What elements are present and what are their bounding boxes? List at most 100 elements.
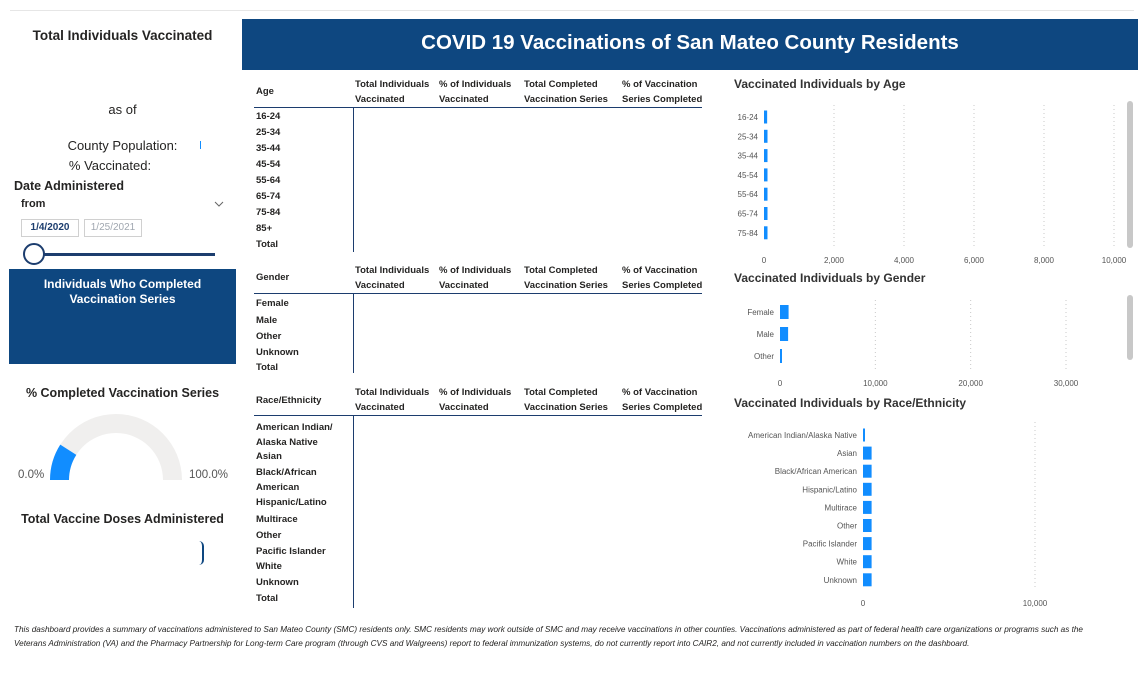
race-row-label: Other — [256, 530, 282, 541]
footer-note: This dashboard provides a summary of vac… — [14, 623, 1138, 650]
x-tick-label: 6,000 — [964, 256, 985, 265]
age-row-label: 55-64 — [256, 175, 281, 186]
x-tick-label: 4,000 — [894, 256, 915, 265]
category-label: Multirace — [825, 503, 858, 512]
bar[interactable] — [764, 129, 768, 143]
age-chart-title: Vaccinated Individuals by Age — [734, 77, 906, 91]
gender-col-total-completed: Total Completed Vaccination Series — [524, 265, 608, 291]
category-label: Male — [757, 330, 775, 339]
page-title: COVID 19 Vaccinations of San Mateo Count… — [242, 19, 1138, 70]
category-label: Unknown — [824, 576, 857, 585]
category-label: 16-24 — [738, 113, 759, 122]
age-row-label: 45-54 — [256, 159, 281, 170]
county-population-label: County Population: — [67, 138, 178, 153]
bar[interactable] — [863, 519, 872, 532]
age-row-label: 85+ — [256, 223, 273, 234]
total-vaccinated-title: Total Individuals Vaccinated — [32, 28, 213, 43]
percent-completed-title: % Completed Vaccination Series — [25, 386, 220, 400]
bar[interactable] — [764, 110, 768, 124]
age-table-divider — [353, 107, 354, 252]
x-tick-label: 20,000 — [958, 379, 983, 388]
bar[interactable] — [780, 305, 789, 319]
category-label: Black/African American — [775, 467, 857, 476]
race-row-label: Total — [256, 593, 278, 604]
gender-table-rule — [254, 293, 702, 294]
age-row-label: 16-24 — [256, 111, 281, 122]
race-bar-chart: 0 10,000 American Indian/Alaska Native Asia… — [748, 422, 1048, 608]
gender-col-pct-completed: % of Vaccination Series Completed — [622, 265, 703, 291]
bar[interactable] — [764, 149, 768, 163]
category-label: 35-44 — [738, 152, 759, 161]
age-col-pct-completed: % of Vaccination Series Completed — [622, 79, 703, 105]
bar[interactable] — [764, 226, 768, 240]
gauge-min-label: 0.0% — [18, 469, 45, 481]
race-row-label: Pacific Islander — [256, 546, 326, 557]
bar[interactable] — [780, 327, 789, 341]
date-slider-track[interactable] — [34, 253, 215, 256]
race-row-label: Black/African American — [256, 467, 317, 493]
gauge-max-label: 100.0% — [189, 469, 229, 481]
bar[interactable] — [764, 187, 768, 201]
completed-series-card: Individuals Who Completed Vaccination Se… — [9, 269, 236, 364]
race-col-pct-individuals: % of Individuals Vaccinated — [439, 387, 512, 413]
category-label: 25-34 — [738, 132, 759, 141]
gauge-background — [50, 414, 182, 480]
gender-chart-title: Vaccinated Individuals by Gender — [734, 271, 926, 285]
date-slicer-title: Date Administered — [14, 179, 124, 193]
race-table-divider — [353, 415, 354, 608]
bar[interactable] — [863, 482, 872, 496]
bar[interactable] — [863, 555, 872, 569]
category-label: White — [837, 558, 858, 567]
date-slicer-mode[interactable]: from — [21, 198, 46, 210]
gender-chart-scrollbar[interactable] — [1127, 295, 1133, 360]
as-of-label: as of — [108, 102, 137, 117]
gender-row-label: Unknown — [256, 347, 299, 358]
race-table-header: Race/Ethnicity — [256, 395, 322, 406]
race-row-label: American Indian/ Alaska Native — [256, 422, 333, 448]
gender-row-label: Other — [256, 331, 282, 342]
race-table-rule — [254, 415, 702, 416]
start-date-input[interactable]: 1/4/2020 — [21, 219, 79, 237]
gender-table-divider — [353, 293, 354, 373]
gender-col-total-individuals: Total Individuals Vaccinated — [355, 265, 430, 291]
category-label: Hispanic/Latino — [802, 485, 857, 494]
gender-row-label: Male — [256, 315, 278, 326]
completed-series-title: Individuals Who Completed Vaccination Se… — [43, 277, 202, 306]
race-col-total-completed: Total Completed Vaccination Series — [524, 387, 608, 413]
bar[interactable] — [863, 573, 872, 587]
gender-table-header: Gender — [256, 272, 290, 283]
date-slider-handle[interactable] — [23, 243, 45, 265]
race-row-label: White — [256, 561, 282, 572]
x-tick-label: 2,000 — [824, 256, 845, 265]
category-label: Female — [747, 308, 774, 317]
race-row-label: Hispanic/Latino — [256, 497, 327, 508]
age-table-header: Age — [256, 86, 274, 97]
total-doses-title: Total Vaccine Doses Administered — [21, 512, 224, 526]
race-chart-title: Vaccinated Individuals by Race/Ethnicity — [734, 396, 967, 410]
bar[interactable] — [863, 464, 872, 478]
category-label: Pacific Islander — [803, 540, 858, 549]
footer-line-1: This dashboard provides a summary of vac… — [14, 625, 1083, 634]
age-chart-scrollbar[interactable] — [1127, 101, 1133, 248]
gender-bar-chart: 0 10,000 20,000 30,000 Female Male Other — [747, 300, 1079, 388]
top-divider — [10, 10, 1134, 11]
category-label: 75-84 — [738, 229, 759, 238]
bar[interactable] — [863, 500, 872, 514]
gender-row-label: Female — [256, 298, 289, 309]
x-tick-label: 10,000 — [1102, 256, 1127, 265]
age-bar-chart: 0 2,000 4,000 6,000 8,000 10,000 16-24 25-34 35-… — [738, 105, 1127, 265]
end-date-input[interactable]: 1/25/2021 — [84, 219, 142, 237]
bar[interactable] — [764, 168, 768, 182]
bar[interactable] — [863, 428, 865, 442]
race-col-total-individuals: Total Individuals Vaccinated — [355, 387, 430, 413]
age-row-label: 25-34 — [256, 127, 281, 138]
category-label: Asian — [837, 449, 857, 458]
bar[interactable] — [863, 446, 872, 460]
bar[interactable] — [764, 207, 768, 220]
bar[interactable] — [780, 349, 782, 363]
race-col-pct-completed: % of Vaccination Series Completed — [622, 387, 703, 413]
age-col-total-individuals: Total Individuals Vaccinated — [355, 79, 430, 105]
bar[interactable] — [863, 537, 872, 551]
category-label: American Indian/Alaska Native — [748, 431, 857, 440]
chevron-down-icon[interactable] — [214, 200, 224, 208]
